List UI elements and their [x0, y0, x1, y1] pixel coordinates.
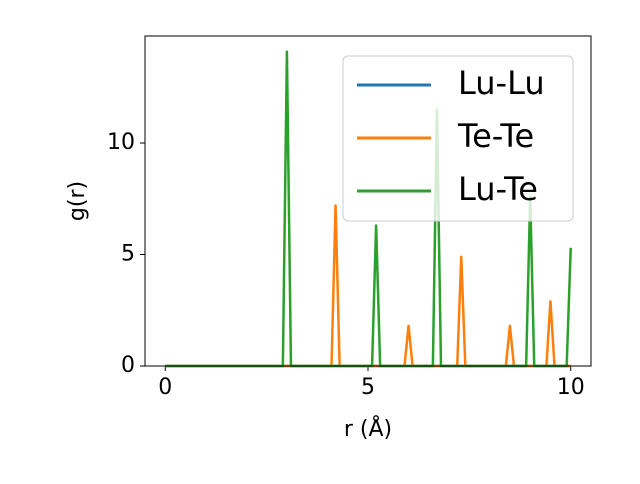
x-axis-label: r (Å) [344, 415, 392, 442]
y-axis-label: g(r) [65, 181, 90, 221]
y-tick-label: 5 [121, 242, 135, 267]
legend-label: Lu-Te [458, 170, 538, 208]
y-tick-label: 0 [121, 353, 135, 378]
legend-box [342, 55, 574, 222]
legend-label: Lu-Lu [458, 64, 545, 102]
plot-frame [144, 35, 592, 367]
x-tick-label: 5 [361, 375, 375, 400]
x-tick-label: 0 [158, 375, 172, 400]
y-tick-label: 10 [107, 130, 135, 155]
x-tick-label: 10 [557, 375, 585, 400]
line-series [165, 204, 571, 368]
legend-label: Te-Te [457, 117, 534, 155]
